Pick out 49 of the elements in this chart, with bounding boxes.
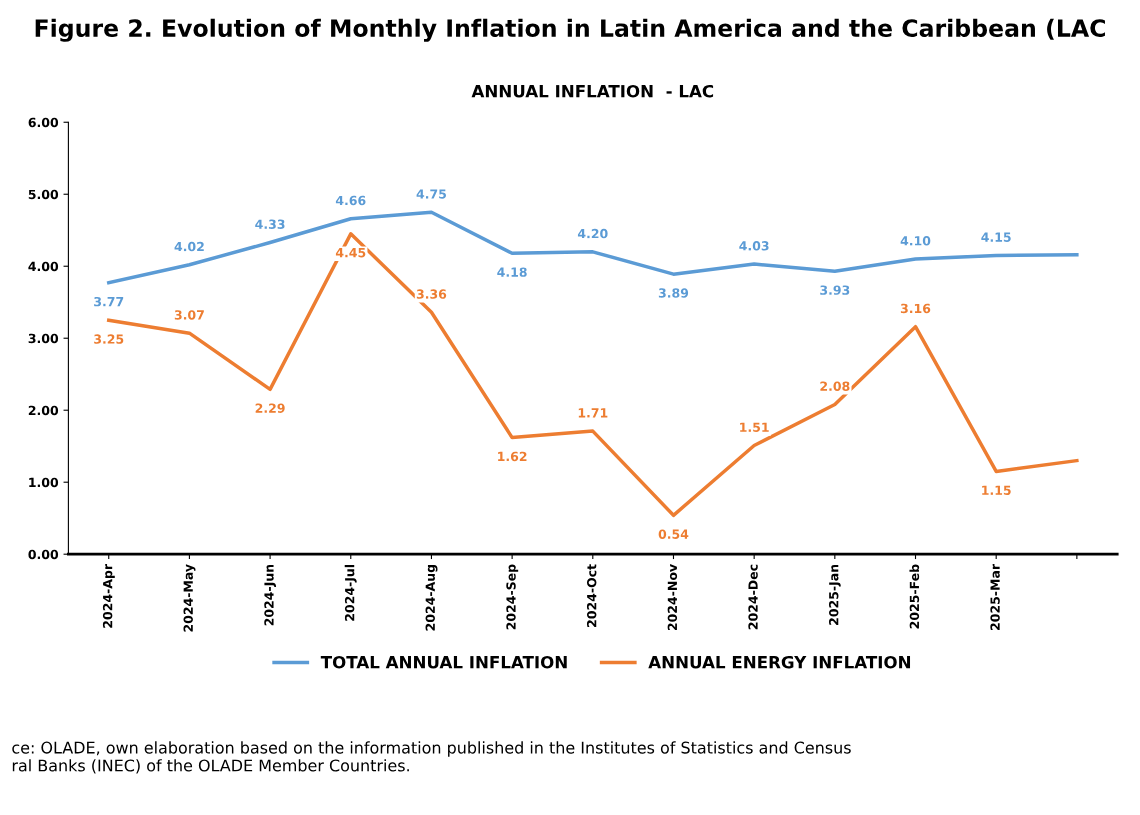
x-tick-label: 2024-May (183, 564, 196, 632)
data-label: 4.33 (255, 219, 285, 229)
line-series (107, 210, 1079, 285)
data-label: 3.25 (94, 334, 124, 344)
data-label: 3.89 (658, 288, 689, 298)
legend-label: ANNUAL ENERGY INFLATION (648, 655, 911, 669)
data-label: 4.20 (577, 228, 608, 239)
x-tick-label: 2025-Feb (909, 564, 920, 629)
x-tick-label: 2024-Apr (102, 563, 115, 628)
y-tick-label: 6.00 (28, 117, 59, 128)
data-label: 1.15 (982, 485, 1011, 495)
y-tick-label: 2.00 (28, 405, 59, 416)
y-tick-label: 3.00 (28, 333, 59, 344)
y-tick-label: 4.00 (28, 261, 59, 272)
x-tick-label: 2024-Dec (748, 564, 758, 630)
y-tick-label: 5.00 (28, 189, 59, 200)
x-tick-label: 2024-Sep (506, 564, 519, 630)
data-label: 4.02 (174, 241, 204, 252)
chart-title: Figure 2. Evolution of Monthly Inflation in Latin America and the Caribbean (LAC (35, 18, 1105, 42)
data-label: 4.45 (335, 248, 366, 258)
chart-subtitle: ANNUAL INFLATION - LAC (471, 84, 714, 98)
x-tick-label: 2024-Oct (586, 564, 597, 627)
y-tick-label: 0.00 (28, 549, 59, 560)
x-tick-label: 2024-Nov (667, 564, 678, 631)
data-label: 4.10 (900, 236, 931, 246)
text: ce: OLADE, own elaboration based on the information published in the Institutes of Statistics and Census ral Banks (INEC) of the OLADE Member Countries. (12, 741, 851, 774)
data-label: 4.66 (335, 195, 366, 206)
data-label: 0.54 (658, 529, 689, 539)
x-tick-label: 2024-Jul (344, 564, 357, 621)
data-label: 4.75 (416, 189, 446, 199)
data-label: 3.93 (820, 285, 850, 295)
data-label: 3.07 (174, 310, 204, 320)
data-label: 1.71 (578, 408, 608, 418)
data-label: 1.62 (498, 451, 527, 462)
data-label: 4.15 (981, 232, 1011, 242)
data-label: 2.08 (820, 381, 850, 391)
data-label: 3.77 (94, 296, 124, 307)
x-tick-label: 2025-Jan (829, 564, 841, 625)
x-tick-label: 2024-Jun (264, 564, 277, 626)
x-tick-label: 2025-Mar (990, 563, 1000, 630)
data-label: 4.18 (497, 267, 527, 277)
data-label: 1.51 (740, 422, 769, 432)
x-tick-label: 2024-Aug (425, 564, 438, 631)
data-label: 2.29 (255, 403, 285, 413)
data-label: 3.16 (900, 303, 931, 314)
data-label: 3.36 (416, 289, 447, 299)
legend-label: TOTAL ANNUAL INFLATION (320, 655, 567, 669)
data-label: 4.03 (739, 241, 769, 251)
y-tick-label: 1.00 (29, 477, 59, 488)
